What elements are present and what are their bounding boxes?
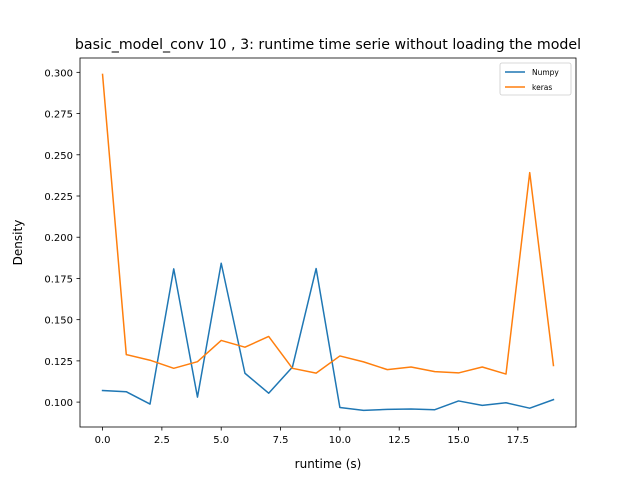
- legend-label: Numpy: [532, 68, 559, 77]
- x-tick-label: 2.5: [154, 435, 170, 446]
- x-tick-label: 15.0: [447, 435, 469, 446]
- y-tick-label: 0.300: [44, 68, 73, 79]
- chart-title: basic_model_conv 10 , 3: runtime time se…: [75, 37, 581, 53]
- series-line-numpy: [101, 262, 555, 412]
- plot-frame: [79, 57, 577, 428]
- series-line-keras: [101, 73, 555, 375]
- x-axis-ticks: 0.0 2.5 5.0 7.5 10.0 12.5 15.0 17.5: [95, 427, 529, 446]
- series-layer: [101, 73, 555, 412]
- x-tick-label: 5.0: [213, 435, 229, 446]
- y-tick-label: 0.250: [44, 151, 73, 162]
- y-tick-label: 0.175: [44, 274, 73, 285]
- y-tick-label: 0.200: [44, 233, 73, 244]
- y-tick-label: 0.125: [44, 357, 73, 368]
- x-tick-label: 17.5: [507, 435, 529, 446]
- y-axis-label: Density: [11, 220, 25, 266]
- x-tick-label: 10.0: [329, 435, 351, 446]
- y-tick-label: 0.275: [44, 110, 73, 121]
- legend-label: keras: [532, 83, 552, 92]
- x-tick-label: 7.5: [273, 435, 289, 446]
- x-tick-label: 0.0: [95, 435, 111, 446]
- x-tick-label: 12.5: [388, 435, 410, 446]
- y-tick-label: 0.100: [44, 398, 73, 409]
- y-tick-label: 0.225: [44, 192, 73, 203]
- legend: Numpy keras: [499, 62, 572, 96]
- y-axis-ticks: 0.100 0.125 0.150 0.175 0.200 0.225 0.250 0.275…: [44, 68, 80, 409]
- x-axis-label: runtime (s): [295, 457, 362, 471]
- y-tick-label: 0.150: [44, 316, 73, 327]
